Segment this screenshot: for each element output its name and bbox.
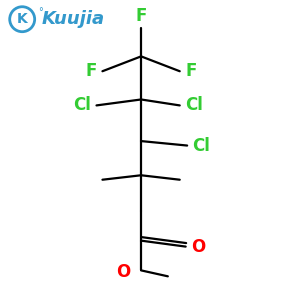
Text: °: ° xyxy=(38,7,42,17)
Text: F: F xyxy=(135,7,147,25)
Text: F: F xyxy=(185,62,196,80)
Text: O: O xyxy=(191,238,205,256)
Text: Kuujia: Kuujia xyxy=(42,10,105,28)
Text: F: F xyxy=(85,62,97,80)
Text: Cl: Cl xyxy=(193,136,210,154)
Text: O: O xyxy=(116,263,131,281)
Text: Cl: Cl xyxy=(185,96,203,114)
Text: Cl: Cl xyxy=(73,96,91,114)
Text: K: K xyxy=(17,12,28,26)
